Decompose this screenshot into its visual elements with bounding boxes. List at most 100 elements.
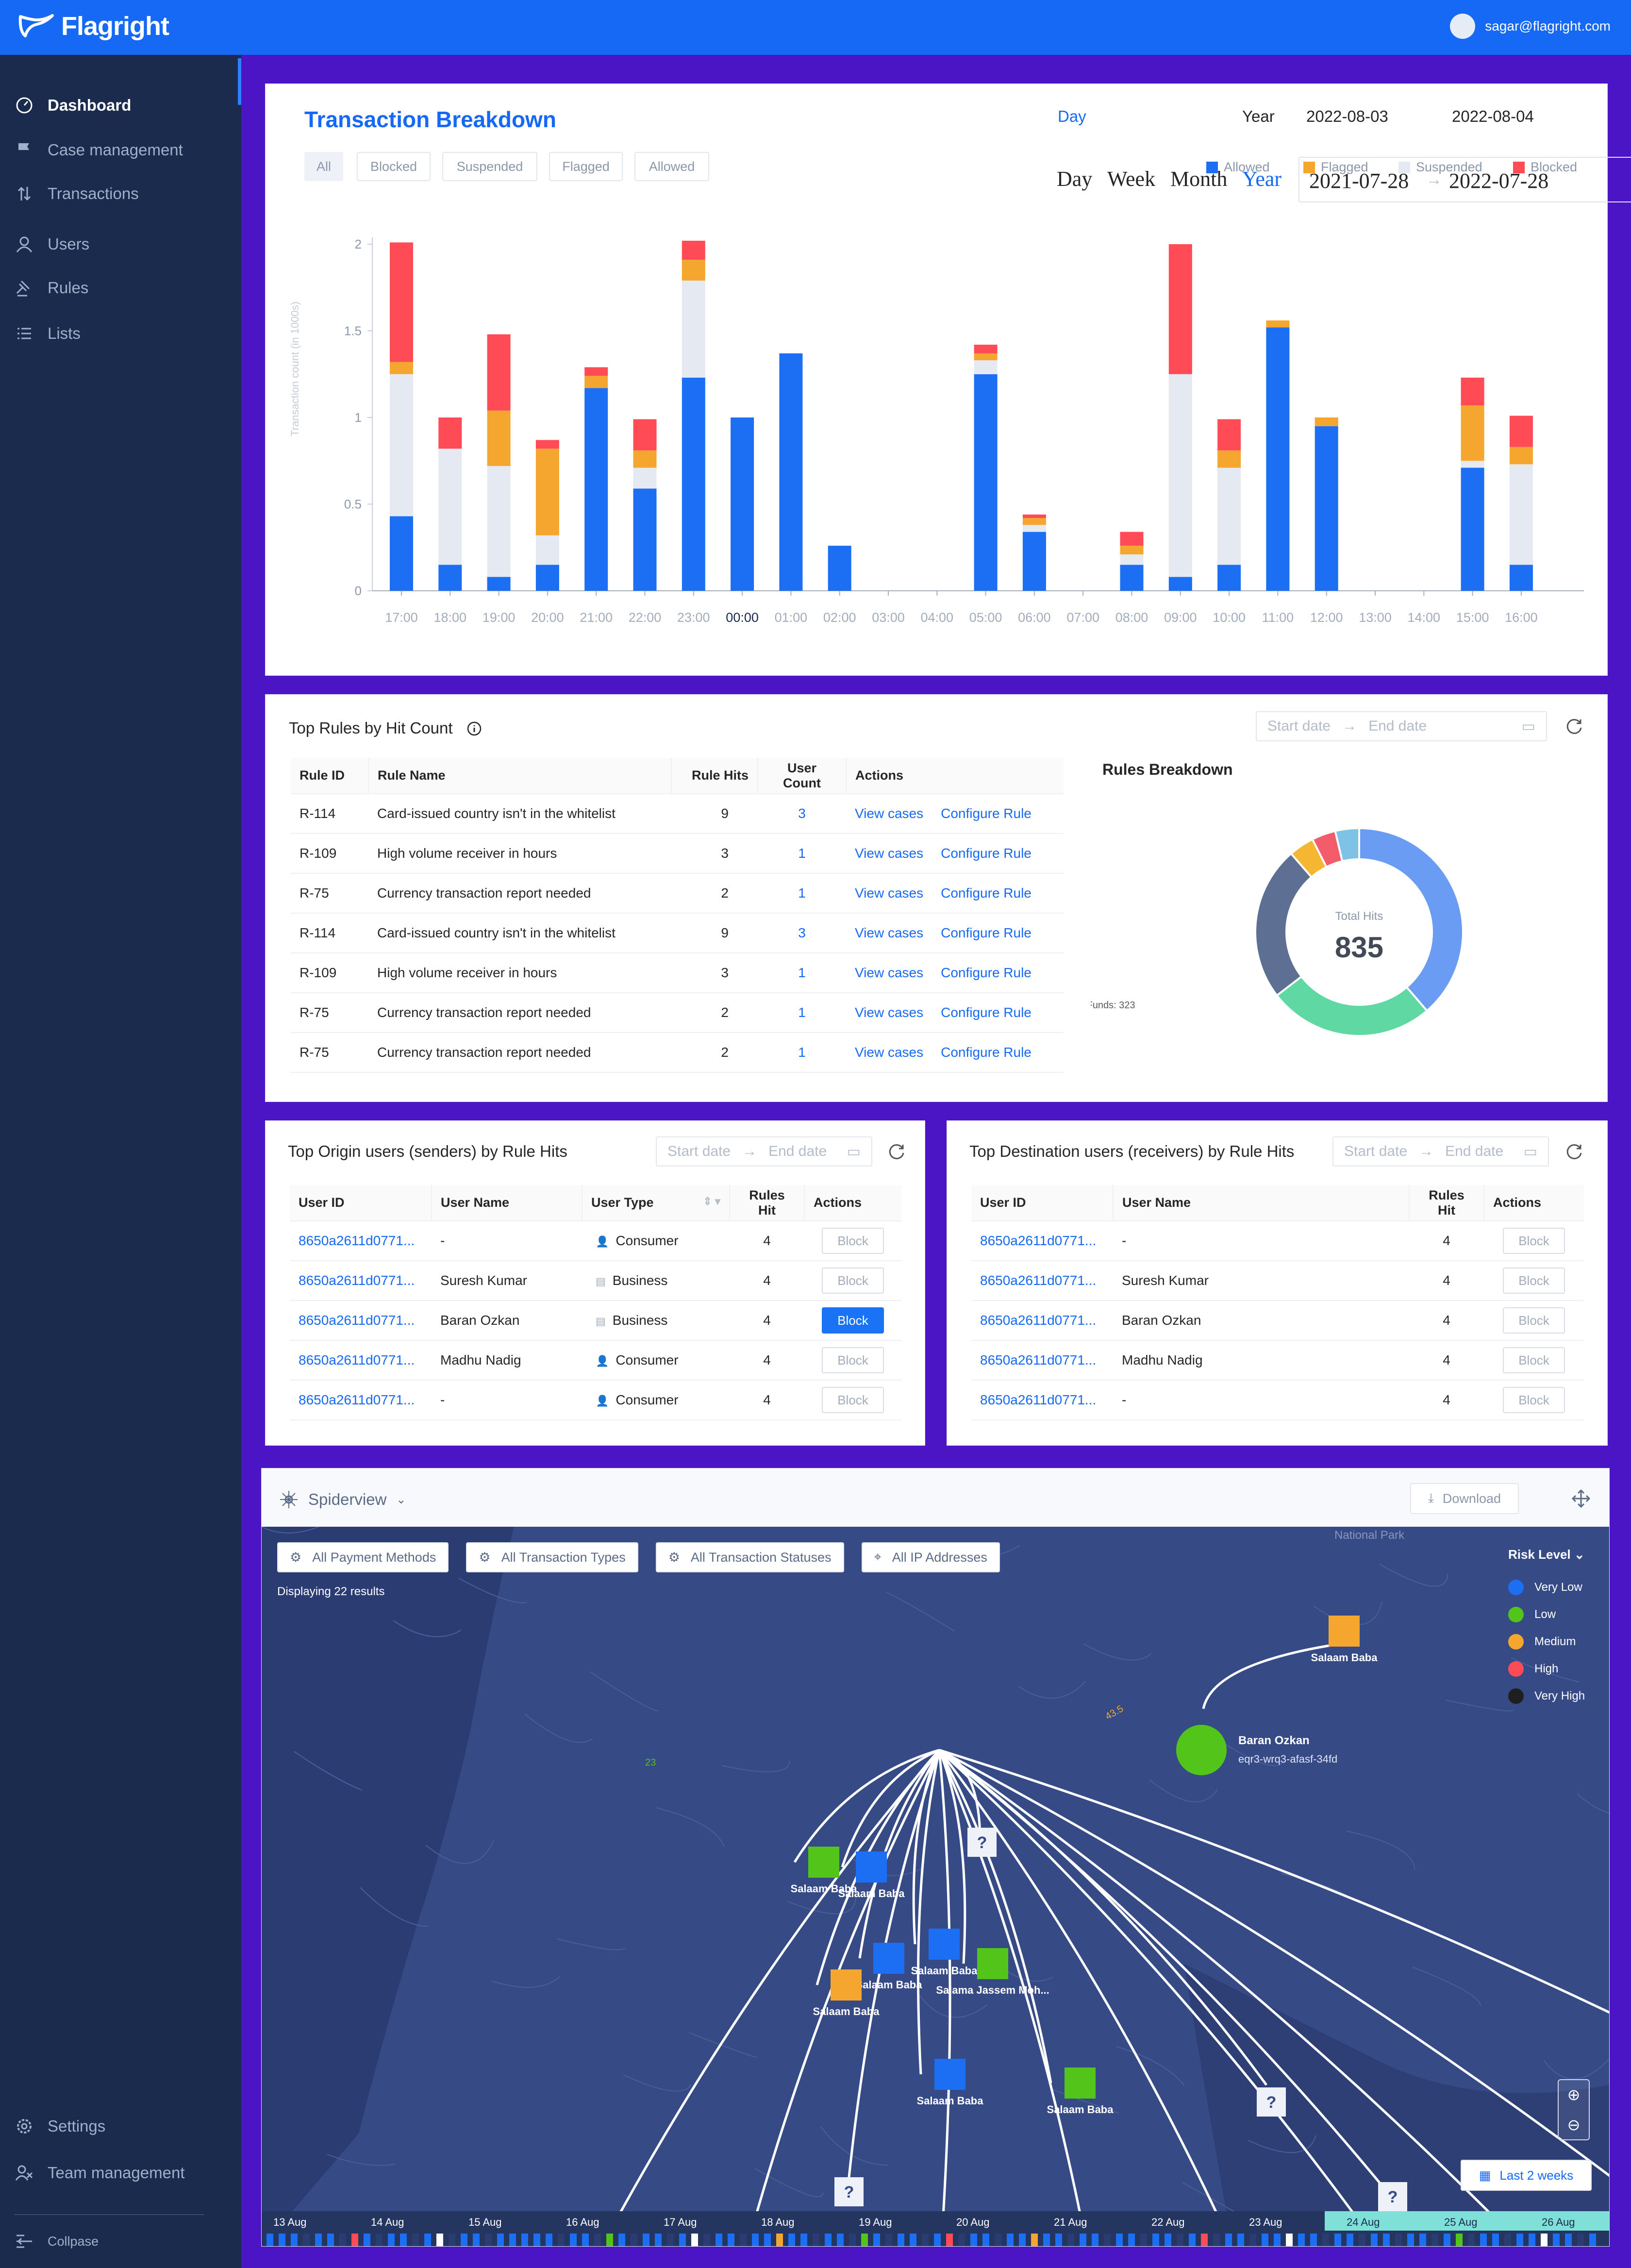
bar-segment-flagged[interactable] — [1509, 447, 1533, 465]
bar-segment-flagged[interactable] — [1217, 450, 1241, 468]
risk-item[interactable]: Very High — [1508, 1683, 1605, 1710]
counterparty-node[interactable] — [808, 1847, 839, 1878]
zoom-in-icon[interactable]: ⊕ — [1567, 2086, 1581, 2103]
donut-slice[interactable] — [1334, 827, 1360, 863]
bar-segment-suspended[interactable] — [1509, 464, 1533, 565]
configure-rule-link[interactable]: Configure Rule — [941, 925, 1032, 940]
filter-flagged[interactable]: Flagged — [549, 152, 623, 181]
counterparty-node[interactable] — [856, 1851, 887, 1883]
bar-segment-flagged[interactable] — [1315, 417, 1338, 426]
bar-segment-allowed[interactable] — [1266, 327, 1290, 591]
bar-segment-allowed[interactable] — [633, 488, 657, 591]
configure-rule-link[interactable]: Configure Rule — [941, 965, 1032, 980]
user-id-link[interactable]: 8650a2611d0771... — [971, 1261, 1113, 1301]
view-cases-link[interactable]: View cases — [855, 806, 924, 821]
rules-date-range[interactable]: Start date → End date ▭ — [1256, 711, 1547, 741]
user-count-link[interactable]: 1 — [758, 873, 846, 914]
bar-segment-flagged[interactable] — [633, 450, 657, 468]
user-id-link[interactable]: 8650a2611d0771... — [290, 1261, 432, 1301]
bar-segment-suspended[interactable] — [1168, 374, 1192, 577]
bar-segment-flagged[interactable] — [390, 362, 413, 374]
filter-all[interactable]: All — [304, 152, 343, 181]
counterparty-node[interactable] — [977, 1948, 1008, 1979]
bar-segment-flagged[interactable] — [682, 260, 705, 281]
transaction-edge[interactable] — [916, 1750, 941, 2075]
donut-slice[interactable] — [1275, 975, 1429, 1037]
filter-payment-methods[interactable]: ⚙ All Payment Methods — [277, 1542, 449, 1572]
period-day[interactable]: Day — [1057, 167, 1093, 191]
counterparty-node[interactable] — [831, 1969, 862, 2001]
bar-segment-allowed[interactable] — [584, 388, 608, 591]
bar-segment-suspended[interactable] — [1217, 467, 1241, 565]
configure-rule-link[interactable]: Configure Rule — [941, 806, 1032, 821]
unknown-node[interactable] — [834, 2177, 864, 2206]
block-button[interactable]: Block — [822, 1347, 884, 1373]
bar-segment-blocked[interactable] — [633, 419, 657, 450]
info-icon[interactable] — [466, 721, 482, 736]
bar-segment-blocked[interactable] — [1509, 416, 1533, 447]
period-year[interactable]: Year — [1242, 167, 1282, 191]
refresh-icon[interactable] — [887, 1142, 906, 1162]
origin-date-range[interactable]: Start date → End date ▭ — [656, 1136, 872, 1167]
bar-segment-allowed[interactable] — [682, 377, 705, 591]
risk-item[interactable]: Very Low — [1508, 1574, 1605, 1601]
bar-segment-allowed[interactable] — [779, 353, 803, 591]
bar-segment-allowed[interactable] — [1022, 532, 1046, 591]
bar-segment-flagged[interactable] — [1022, 518, 1046, 525]
view-cases-link[interactable]: View cases — [855, 885, 924, 901]
dest-date-range[interactable]: Start date → End date ▭ — [1332, 1136, 1549, 1167]
bar-segment-suspended[interactable] — [390, 374, 413, 517]
sort-filter-icon[interactable]: ⇕ ▾ — [703, 1195, 720, 1207]
user-id-link[interactable]: 8650a2611d0771... — [971, 1301, 1113, 1341]
bar-segment-allowed[interactable] — [1461, 467, 1484, 591]
block-button[interactable]: Block — [1503, 1307, 1565, 1334]
bar-segment-suspended[interactable] — [1022, 525, 1046, 532]
sidebar-item-lists[interactable]: Lists — [15, 319, 81, 348]
transaction-edge[interactable] — [841, 1749, 940, 1868]
bar-segment-suspended[interactable] — [682, 280, 705, 378]
bar-segment-blocked[interactable] — [390, 242, 413, 362]
bar-segment-allowed[interactable] — [438, 565, 462, 591]
bar-segment-suspended[interactable] — [974, 360, 998, 374]
last-two-weeks-button[interactable]: ▦ Last 2 weeks — [1461, 2160, 1592, 2191]
transaction-edge[interactable] — [938, 1749, 1052, 2084]
view-cases-link[interactable]: View cases — [855, 1045, 924, 1060]
block-button[interactable]: Block — [1503, 1347, 1565, 1373]
counterparty-node[interactable] — [934, 2059, 965, 2090]
spider-map[interactable]: Baran Ozkan eqr3-wrq3-afasf-34fd Salaam Ba… — [262, 1527, 1610, 2247]
configure-rule-link[interactable]: Configure Rule — [941, 885, 1032, 901]
timeline-selection[interactable] — [1325, 2211, 1610, 2231]
legend-blocked[interactable]: Blocked — [1513, 160, 1577, 175]
bar-segment-allowed[interactable] — [487, 577, 511, 591]
download-button[interactable]: ⤓ Download — [1410, 1483, 1519, 1514]
legend-allowed[interactable]: Allowed — [1206, 160, 1303, 175]
transaction-edge[interactable] — [938, 1749, 1379, 2247]
transaction-edge[interactable] — [858, 1749, 940, 1959]
period-week[interactable]: Week — [1107, 167, 1156, 191]
transaction-edge[interactable] — [793, 1749, 940, 1863]
transaction-edge[interactable] — [938, 1750, 951, 2247]
legend-suspended[interactable]: Suspended — [1398, 160, 1513, 175]
sidebar-item-settings[interactable]: Settings — [15, 2112, 105, 2141]
user-id-link[interactable]: 8650a2611d0771... — [971, 1340, 1113, 1381]
view-cases-link[interactable]: View cases — [855, 965, 924, 980]
risk-item[interactable]: Medium — [1508, 1628, 1605, 1655]
filter-ip-addresses[interactable]: ⌖ All IP Addresses — [861, 1542, 1000, 1572]
block-button[interactable]: Block — [822, 1387, 884, 1413]
date-range-picker[interactable]: 2021-07-28 → 2022-07-28 — [1298, 157, 1631, 202]
block-button[interactable]: Block — [1503, 1228, 1565, 1254]
user-id-link[interactable]: 8650a2611d0771... — [971, 1380, 1113, 1420]
transaction-edge[interactable] — [938, 1749, 1525, 2247]
bar-segment-suspended[interactable] — [1120, 554, 1144, 565]
risk-item[interactable]: High — [1508, 1655, 1605, 1683]
refresh-icon[interactable] — [1564, 1142, 1584, 1162]
bar-segment-suspended[interactable] — [1461, 461, 1484, 468]
bar-segment-blocked[interactable] — [1168, 244, 1192, 374]
bar-segment-allowed[interactable] — [828, 546, 851, 591]
bar-segment-blocked[interactable] — [487, 334, 511, 411]
bar-segment-flagged[interactable] — [1266, 320, 1290, 328]
view-cases-link[interactable]: View cases — [855, 846, 924, 861]
col-user-type[interactable]: User Type ⇕ ▾ — [582, 1185, 730, 1221]
brand-logo[interactable]: Flagright — [17, 7, 169, 46]
counterparty-node[interactable] — [929, 1929, 960, 1960]
